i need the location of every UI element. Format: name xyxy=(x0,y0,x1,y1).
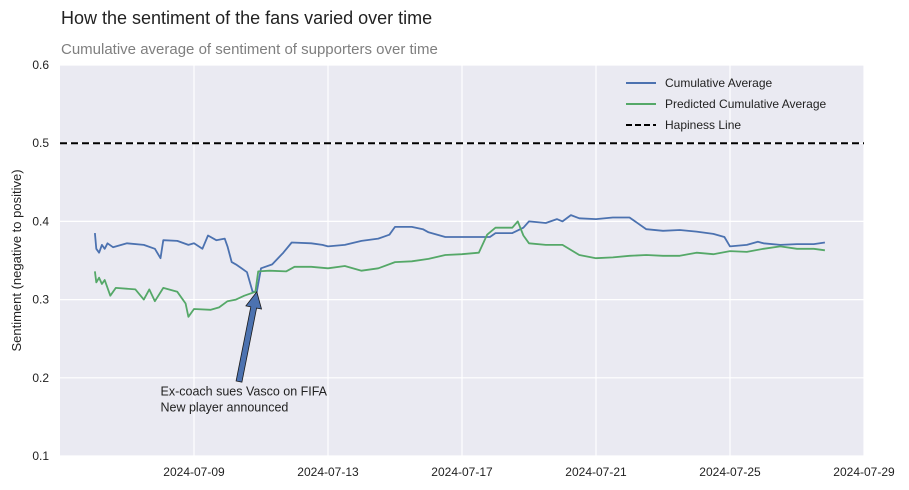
x-tick-label: 2024-07-29 xyxy=(833,465,895,479)
y-tick-label: 0.5 xyxy=(32,136,49,150)
y-tick-label: 0.6 xyxy=(32,58,49,72)
y-tick-label: 0.1 xyxy=(32,449,49,463)
chart-subtitle: Cumulative average of sentiment of suppo… xyxy=(61,41,438,58)
series-group xyxy=(94,214,826,318)
x-tick-label: 2024-07-13 xyxy=(297,465,359,479)
y-axis: 0.1 0.2 0.3 0.4 0.5 0.6 xyxy=(32,58,49,463)
y-tick-label: 0.3 xyxy=(32,293,49,307)
legend-label: Predicted Cumulative Average xyxy=(665,97,827,111)
series-line-cumulative-average xyxy=(94,214,826,293)
y-tick-label: 0.4 xyxy=(32,214,49,228)
annotations: Ex-coach sues Vasco on FIFA New player an… xyxy=(161,290,328,415)
annotation-arrow xyxy=(235,290,263,383)
legend: Cumulative Average Predicted Cumulative A… xyxy=(626,76,827,132)
x-axis: 2024-07-09 2024-07-13 2024-07-17 2024-07-21… xyxy=(163,465,895,479)
x-tick-label: 2024-07-09 xyxy=(163,465,225,479)
legend-label: Hapiness Line xyxy=(665,118,741,132)
series-line-predicted-cumulative-average xyxy=(94,220,826,318)
y-axis-label: Sentiment (negative to positive) xyxy=(9,169,24,351)
annotation-text: New player announced xyxy=(161,401,289,415)
y-tick-label: 0.2 xyxy=(32,371,49,385)
x-tick-label: 2024-07-21 xyxy=(565,465,627,479)
x-tick-label: 2024-07-17 xyxy=(431,465,493,479)
chart-title: How the sentiment of the fans varied ove… xyxy=(61,8,433,28)
legend-label: Cumulative Average xyxy=(665,76,773,90)
annotation-text: Ex-coach sues Vasco on FIFA xyxy=(161,385,328,399)
x-tick-label: 2024-07-25 xyxy=(699,465,761,479)
